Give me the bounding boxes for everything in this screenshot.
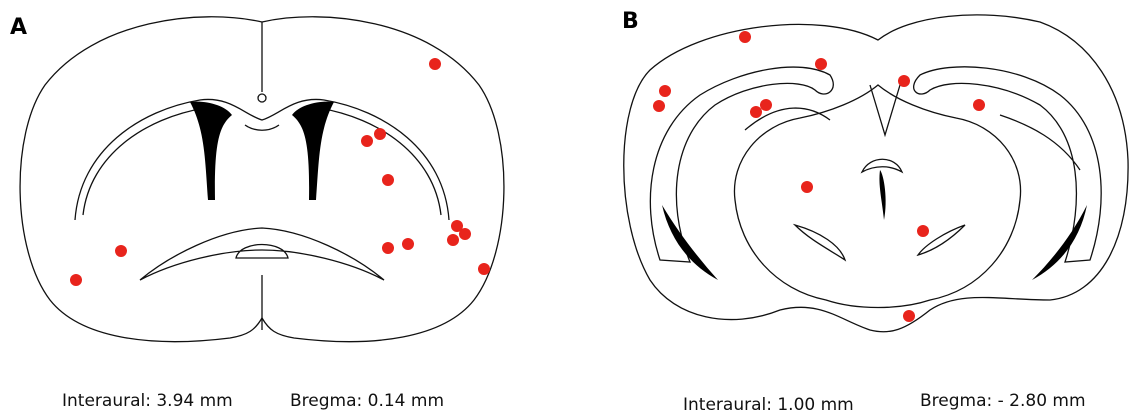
ventricle: [879, 170, 885, 220]
panel-label: A: [10, 15, 27, 40]
anterior-commissure: [140, 228, 384, 280]
marker: [903, 310, 915, 322]
marker: [653, 100, 665, 112]
interaural-caption: Interaural: 1.00 mm: [683, 395, 854, 413]
marker: [760, 99, 772, 111]
tract: [795, 225, 965, 260]
markers: [653, 31, 985, 322]
marker: [750, 106, 762, 118]
markers: [70, 58, 490, 286]
marker: [659, 85, 671, 97]
marker: [374, 128, 386, 140]
figure: A Interaural: 3.94 mm Bregma: 0.14 mm B: [0, 0, 1136, 413]
panel-label: B: [622, 9, 639, 34]
marker: [115, 245, 127, 257]
marker: [382, 242, 394, 254]
third-ventricle-top: [862, 159, 902, 172]
hippocampus: [650, 67, 1101, 262]
interaural-caption: Interaural: 3.94 mm: [62, 391, 233, 411]
marker: [917, 225, 929, 237]
marker: [459, 228, 471, 240]
marker: [70, 274, 82, 286]
ventricle: [292, 102, 334, 200]
marker: [447, 234, 459, 246]
bregma-caption: Bregma: 0.14 mm: [290, 391, 444, 411]
marker: [898, 75, 910, 87]
marker: [478, 263, 490, 275]
marker: [739, 31, 751, 43]
ventricle: [190, 102, 232, 200]
brain-outline: [624, 15, 1128, 332]
thalamus: [734, 85, 1020, 308]
midline: [258, 22, 266, 330]
corpus-callosum: [75, 99, 449, 220]
bregma-caption: Bregma: - 2.80 mm: [920, 391, 1086, 411]
marker: [361, 135, 373, 147]
ventricle: [662, 205, 718, 280]
panel-a: A Interaural: 3.94 mm Bregma: 0.14 mm: [10, 15, 504, 411]
marker: [815, 58, 827, 70]
marker: [382, 174, 394, 186]
marker: [973, 99, 985, 111]
marker: [801, 181, 813, 193]
panel-b: B Interaural: 1.00 mm Bregma: - 2.80 mm: [622, 9, 1128, 413]
ventricle: [1032, 205, 1087, 280]
marker: [402, 238, 414, 250]
marker: [429, 58, 441, 70]
